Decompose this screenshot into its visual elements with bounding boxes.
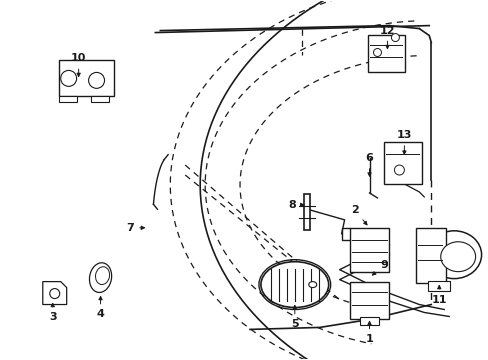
Bar: [59, 60, 113, 96]
Ellipse shape: [308, 282, 316, 288]
Circle shape: [50, 289, 60, 298]
Text: 5: 5: [290, 305, 298, 329]
Bar: [59, 96, 77, 102]
Circle shape: [88, 72, 104, 88]
Bar: [367, 35, 405, 72]
Bar: [349, 228, 388, 272]
Text: 10: 10: [71, 54, 86, 77]
Text: 2: 2: [350, 205, 366, 225]
Bar: [349, 282, 388, 319]
Circle shape: [390, 33, 399, 41]
Text: 11: 11: [430, 285, 446, 305]
Text: 3: 3: [49, 303, 57, 323]
Text: 9: 9: [372, 260, 387, 275]
Text: 8: 8: [287, 200, 303, 210]
Bar: [303, 194, 309, 230]
Bar: [90, 96, 108, 102]
Ellipse shape: [95, 267, 109, 284]
Text: 13: 13: [396, 130, 411, 154]
Text: 6: 6: [365, 153, 373, 176]
Text: 1: 1: [365, 321, 373, 345]
Ellipse shape: [426, 231, 481, 279]
Circle shape: [61, 71, 77, 86]
Circle shape: [373, 49, 381, 57]
Text: 4: 4: [97, 296, 104, 319]
Text: 7: 7: [126, 223, 144, 233]
Polygon shape: [42, 282, 66, 305]
Bar: [427, 280, 449, 291]
Text: 12: 12: [379, 26, 394, 49]
Ellipse shape: [440, 242, 475, 272]
Bar: [359, 318, 379, 325]
Bar: [384, 142, 422, 184]
Ellipse shape: [261, 262, 328, 307]
Ellipse shape: [89, 263, 111, 292]
Bar: [415, 228, 446, 283]
Circle shape: [394, 165, 404, 175]
